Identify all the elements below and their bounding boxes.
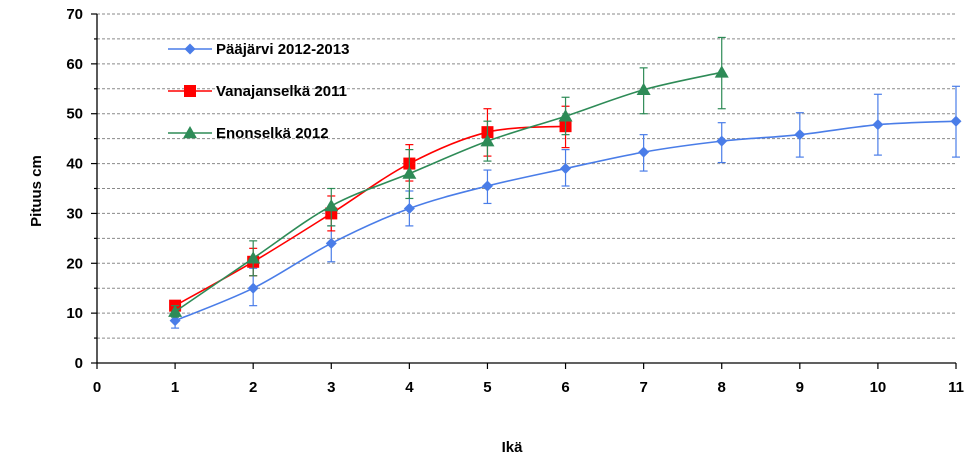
legend: Pääjärvi 2012-2013 Vanajanselkä 2011 Enons… — [168, 41, 349, 142]
data-point — [636, 82, 651, 96]
data-point — [480, 134, 495, 147]
series-p-j-rvi-2012-2013 — [169, 85, 962, 329]
x-tick-label: 8 — [718, 379, 726, 396]
data-point — [402, 166, 417, 179]
series-group — [168, 36, 962, 329]
x-tick-label: 4 — [405, 379, 414, 396]
data-point — [638, 146, 650, 158]
x-tick-label: 11 — [948, 379, 964, 396]
gridlines — [97, 13, 956, 339]
data-point — [403, 202, 415, 214]
legend-marker — [184, 85, 196, 97]
data-point — [872, 119, 884, 131]
data-point — [325, 237, 337, 249]
data-point — [716, 135, 728, 147]
series-line — [174, 120, 957, 322]
data-point — [324, 198, 339, 212]
data-point — [247, 282, 259, 294]
legend-marker — [184, 43, 196, 55]
y-tick-label: 70 — [66, 6, 83, 23]
data-point — [950, 115, 962, 127]
data-point — [714, 65, 729, 78]
y-tick-label: 30 — [66, 205, 83, 222]
x-tick-label: 7 — [639, 379, 647, 396]
y-tick-label: 40 — [66, 156, 83, 173]
x-tick-label: 10 — [870, 379, 887, 396]
axes: 0 10 20 30 40 50 60 70 0 1 2 3 4 5 6 7 8 9 10 11 — [66, 6, 964, 396]
x-tick-label: 3 — [327, 379, 335, 396]
y-tick-label: 60 — [66, 56, 83, 73]
x-tick-label: 0 — [93, 379, 101, 396]
legend-item-p-j-rvi-2012-2013: Pääjärvi 2012-2013 — [168, 41, 349, 58]
data-point — [558, 109, 573, 122]
x-axis-title: Ikä — [502, 439, 524, 456]
series-line — [174, 71, 722, 313]
x-tick-label: 6 — [561, 379, 569, 396]
data-point — [169, 315, 181, 327]
legend-marker — [183, 126, 197, 139]
data-point — [481, 180, 493, 192]
y-tick-label: 0 — [75, 355, 83, 372]
legend-label: Vanajanselkä 2011 — [216, 83, 347, 100]
data-point — [794, 129, 806, 141]
data-point — [168, 304, 183, 317]
series-enonselk-2012 — [168, 36, 729, 318]
y-tick-label: 50 — [66, 106, 83, 123]
legend-label: Pääjärvi 2012-2013 — [216, 41, 349, 58]
y-tick-label: 20 — [66, 255, 83, 272]
data-point — [246, 251, 261, 264]
legend-item-vanajanselk-2011: Vanajanselkä 2011 — [168, 83, 347, 100]
x-tick-label: 5 — [483, 379, 491, 396]
x-tick-label: 9 — [796, 379, 804, 396]
legend-label: Enonselkä 2012 — [216, 125, 329, 142]
x-tick-label: 2 — [249, 379, 257, 396]
y-axis-title: Pituus cm — [28, 155, 45, 227]
legend-item-enonselk-2012: Enonselkä 2012 — [168, 125, 329, 142]
x-tick-label: 1 — [171, 379, 179, 396]
series-line — [174, 125, 566, 307]
data-point — [560, 163, 572, 175]
y-tick-label: 10 — [66, 305, 83, 322]
